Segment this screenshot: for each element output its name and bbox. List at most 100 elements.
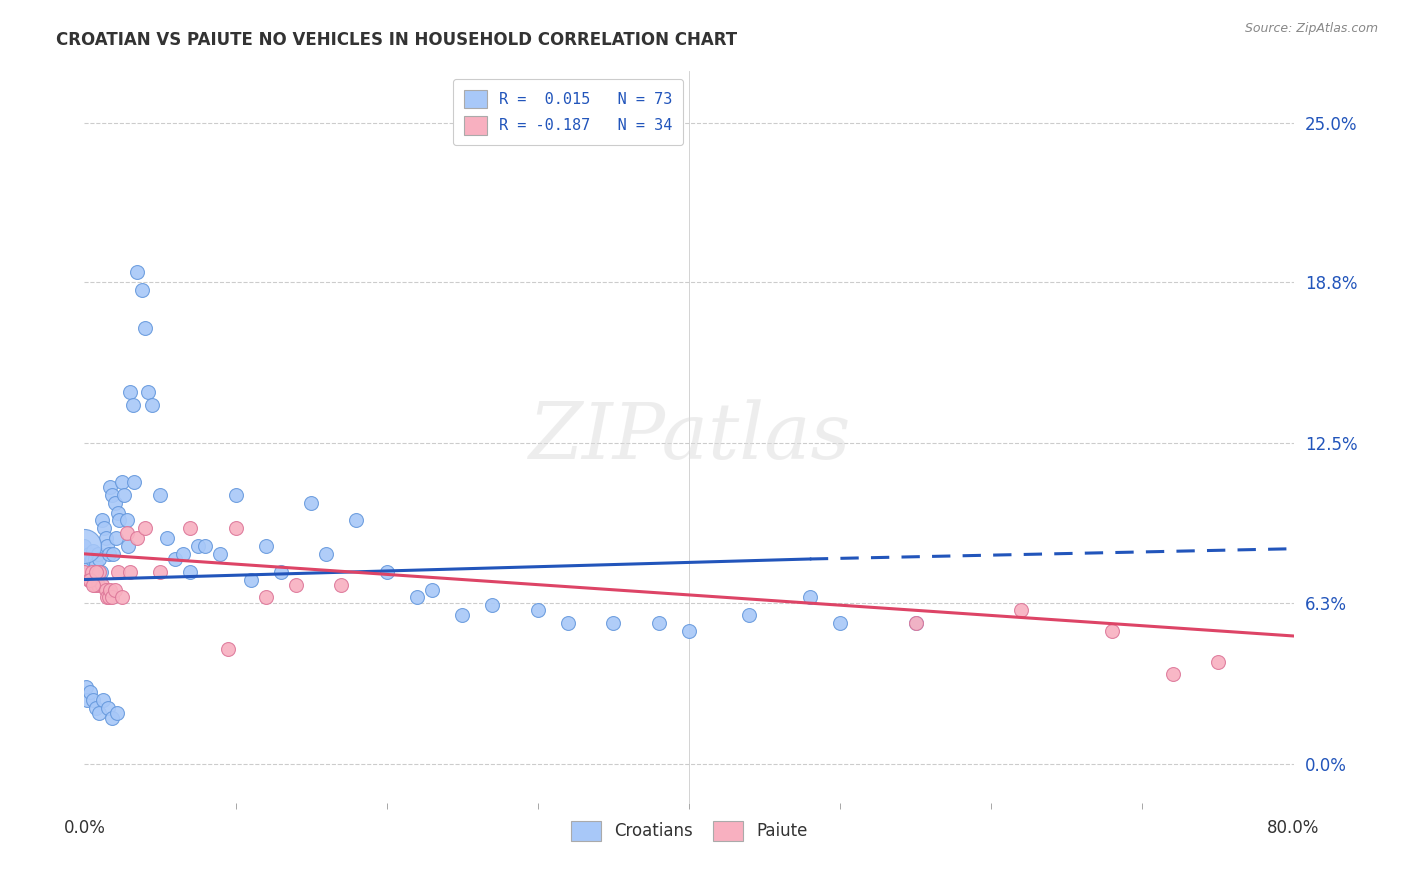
Point	[1101, 624, 1123, 638]
Point	[87, 547, 110, 561]
Point	[82, 544, 104, 558]
Point	[87, 577, 110, 591]
Point	[738, 608, 761, 623]
Point	[127, 264, 149, 278]
Point	[97, 591, 120, 605]
Point	[527, 603, 550, 617]
Point	[105, 706, 128, 720]
Point	[104, 582, 127, 597]
Point	[270, 565, 292, 579]
Point	[678, 624, 700, 638]
Point	[94, 532, 117, 546]
Point	[451, 608, 474, 623]
Point	[225, 521, 247, 535]
Point	[239, 573, 262, 587]
Point	[187, 539, 209, 553]
Point	[93, 521, 115, 535]
Point	[98, 582, 121, 597]
Point	[648, 616, 671, 631]
Point	[122, 475, 145, 489]
Text: CROATIAN VS PAIUTE NO VEHICLES IN HOUSEHOLD CORRELATION CHART: CROATIAN VS PAIUTE NO VEHICLES IN HOUSEH…	[56, 31, 737, 49]
Point	[73, 539, 96, 553]
Point	[165, 552, 187, 566]
Point	[134, 521, 156, 535]
Point	[91, 514, 114, 528]
Point	[315, 547, 337, 561]
Point	[172, 547, 194, 561]
Point	[141, 398, 163, 412]
Point	[115, 526, 138, 541]
Point	[194, 539, 217, 553]
Point	[209, 547, 232, 561]
Point	[406, 591, 429, 605]
Point	[112, 488, 135, 502]
Point	[121, 398, 143, 412]
Point	[97, 701, 120, 715]
Point	[346, 514, 368, 528]
Point	[101, 711, 124, 725]
Point	[117, 539, 139, 553]
Point	[118, 565, 141, 579]
Point	[602, 616, 624, 631]
Point	[179, 565, 201, 579]
Point	[111, 475, 134, 489]
Point	[481, 598, 503, 612]
Point	[107, 506, 129, 520]
Point	[179, 521, 201, 535]
Point	[80, 565, 103, 579]
Point	[96, 539, 118, 553]
Point	[115, 514, 138, 528]
Point	[149, 565, 172, 579]
Point	[82, 693, 104, 707]
Point	[375, 565, 398, 579]
Point	[100, 488, 122, 502]
Text: Source: ZipAtlas.com: Source: ZipAtlas.com	[1244, 22, 1378, 36]
Point	[254, 591, 277, 605]
Point	[299, 495, 322, 509]
Point	[79, 557, 101, 571]
Point	[91, 577, 114, 591]
Point	[557, 616, 579, 631]
Point	[75, 681, 97, 695]
Point	[799, 591, 821, 605]
Point	[156, 532, 179, 546]
Point	[904, 616, 927, 631]
Point	[100, 591, 122, 605]
Point	[77, 547, 100, 561]
Point	[136, 385, 159, 400]
Point	[84, 577, 107, 591]
Point	[73, 565, 96, 579]
Text: ZIPatlas: ZIPatlas	[527, 399, 851, 475]
Point	[86, 557, 108, 571]
Point	[225, 488, 247, 502]
Point	[91, 693, 114, 707]
Point	[330, 577, 353, 591]
Point	[96, 591, 118, 605]
Point	[80, 552, 103, 566]
Point	[420, 582, 443, 597]
Point	[830, 616, 852, 631]
Point	[79, 573, 101, 587]
Point	[94, 582, 117, 597]
Point	[254, 539, 277, 553]
Point	[131, 283, 153, 297]
Point	[98, 480, 121, 494]
Point	[84, 552, 107, 566]
Point	[127, 532, 149, 546]
Point	[111, 591, 134, 605]
Point	[73, 539, 96, 553]
Point	[104, 495, 127, 509]
Point	[87, 706, 110, 720]
Point	[1011, 603, 1033, 617]
Point	[149, 488, 172, 502]
Point	[89, 565, 111, 579]
Point	[86, 565, 108, 579]
Point	[79, 685, 101, 699]
Point	[217, 641, 239, 656]
Point	[101, 547, 124, 561]
Point	[134, 321, 156, 335]
Point	[285, 577, 308, 591]
Point	[89, 552, 111, 566]
Point	[904, 616, 927, 631]
Point	[118, 385, 141, 400]
